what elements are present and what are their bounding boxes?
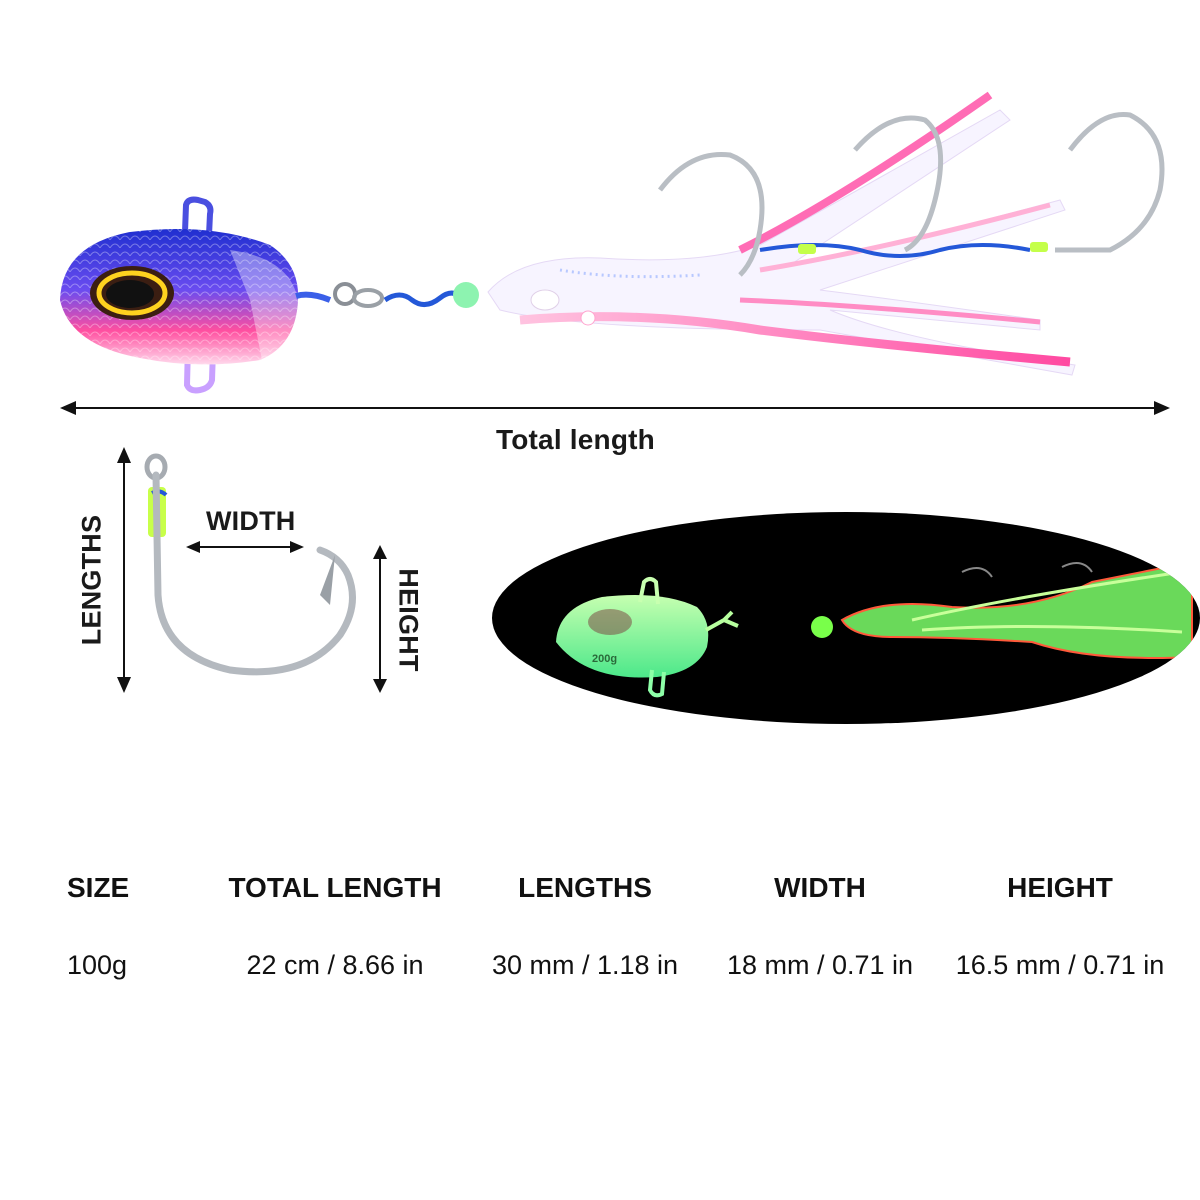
header-lengths: LENGTHS <box>518 872 652 903</box>
header-height: HEIGHT <box>1007 872 1113 903</box>
height-arrow <box>373 545 387 693</box>
total-length-arrow <box>60 401 1170 415</box>
cell-width: 18 mm / 0.71 in <box>726 950 914 980</box>
width-label: WIDTH <box>206 506 296 536</box>
header-width: WIDTH <box>774 872 866 903</box>
top-eyelet <box>182 196 214 236</box>
spec-header-row: SIZE TOTAL LENGTH LENGTHS WIDTH HEIGHT <box>40 866 1180 950</box>
header-total-length: TOTAL LENGTH <box>228 872 442 903</box>
cell-lengths: 30 mm / 1.18 in <box>491 950 679 980</box>
height-label: HEIGHT <box>393 568 424 672</box>
lure-eye-icon <box>90 266 174 320</box>
lure-head <box>60 228 299 365</box>
weight-mark: 200g <box>592 653 617 665</box>
lure-product-image <box>60 91 1165 394</box>
cell-total-length: 22 cm / 8.66 in <box>246 950 424 980</box>
total-length-label: Total length <box>496 424 655 455</box>
bottom-eyelet <box>183 344 216 394</box>
lengths-arrow <box>117 447 131 693</box>
cell-size: 100g <box>67 950 128 980</box>
header-size: SIZE <box>67 872 130 903</box>
assist-hook-icon <box>658 111 1165 277</box>
squid-skirt <box>487 91 1076 376</box>
lengths-label: LENGTHS <box>76 514 107 646</box>
glow-in-dark-image: 200g <box>492 512 1200 724</box>
hook-diagram <box>117 447 387 693</box>
hook-icon <box>144 453 356 676</box>
cell-height: 16.5 mm / 0.71 in <box>955 950 1165 980</box>
spec-table: SIZE TOTAL LENGTH LENGTHS WIDTH HEIGHT 1… <box>40 866 1180 981</box>
table-row: 100g 22 cm / 8.66 in 30 mm / 1.18 in 18 … <box>40 950 1180 981</box>
width-arrow <box>186 541 304 553</box>
